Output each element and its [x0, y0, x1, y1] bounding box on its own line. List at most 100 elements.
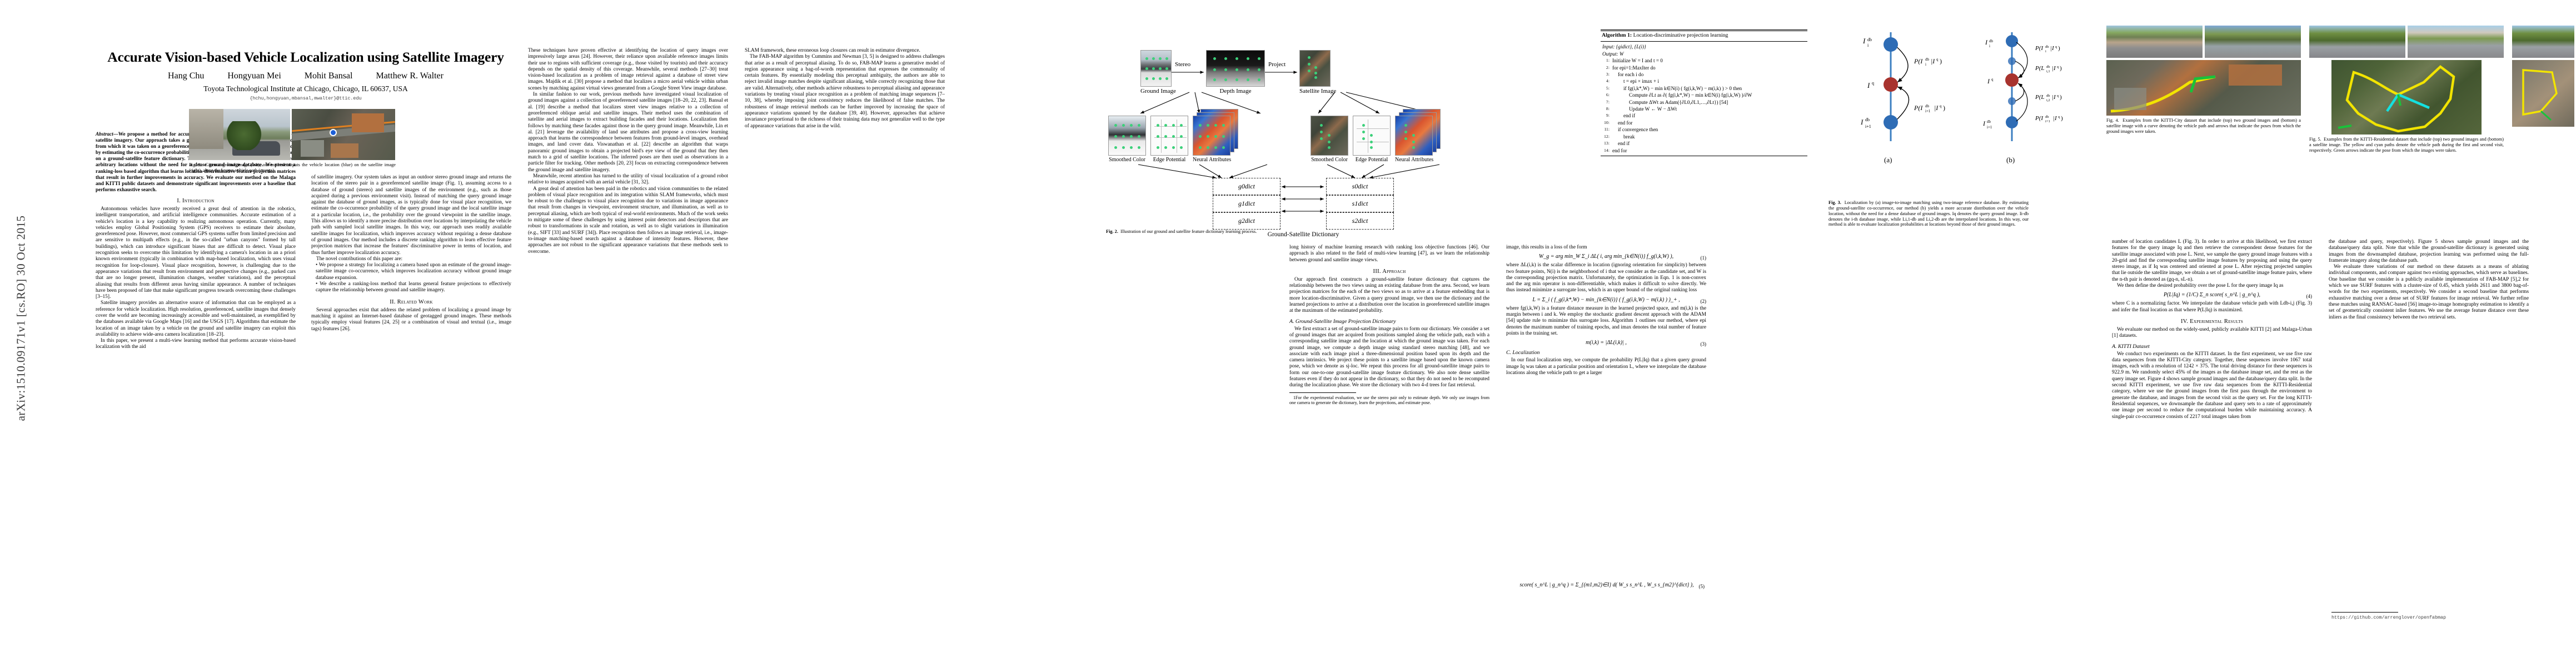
column-8: the database and query, respectively). F… — [2329, 239, 2529, 321]
subsection-heading-localization: C. Localization — [1506, 350, 1540, 356]
svg-text:|I: |I — [2052, 94, 2056, 101]
footnote-1: 1For the experimental evaluation, we use… — [1289, 395, 1489, 406]
para: The novel contributions of this paper ar… — [316, 256, 403, 262]
algo-line: 8: Update W ← W − ΔWt — [1606, 106, 1677, 112]
footnote-rule — [1289, 392, 1356, 393]
svg-text:q: q — [1936, 57, 1939, 62]
feature-dots — [1311, 116, 1348, 155]
figure-1-caption: Fig. 1. Given a ground image (left), our… — [189, 162, 396, 173]
feature-dots — [1300, 51, 1330, 86]
para: In this paper, we present a multi-view l… — [96, 338, 296, 350]
figure-2-label: Fig. 2. — [1106, 229, 1118, 235]
section-heading-related: II. Related Work — [390, 298, 433, 305]
equation-4: P(L|Iq) = (1/C) Σ_n score( s_n^L | g_n^q… — [2163, 292, 2312, 300]
fig2-dict-caption: Ground-Satellite Dictionary — [1267, 231, 1339, 238]
fig2-ground-features: Smoothed Color Edge Potenti — [1108, 109, 1238, 163]
figure-3: I db i I q I db i+1 P(I db i |I q ) P(I … — [1828, 27, 2090, 193]
para: image, this results in a loss of the for… — [1506, 245, 1587, 250]
svg-text:P(I: P(I — [2035, 45, 2044, 52]
ground-image-photo — [189, 109, 290, 160]
depth-image-thumb — [1206, 50, 1265, 87]
kitti-res-ground-2 — [2408, 26, 2504, 58]
para: Meanwhile, recent attention has turned t… — [528, 173, 728, 186]
algo-line: 13: end if — [1604, 141, 1630, 147]
abstract-lead: Abstract— — [96, 131, 118, 137]
svg-text:q: q — [2058, 115, 2060, 119]
car-shape — [232, 141, 280, 156]
svg-text:db: db — [1989, 39, 1994, 43]
feature-dots — [1151, 116, 1188, 155]
figure-5-ground-images — [2309, 26, 2504, 58]
fig2-dict-right: s0dict s1dict s2dict — [1326, 178, 1394, 230]
para: We first extract a set of ground-satelli… — [1289, 326, 1489, 389]
svg-text:): ) — [1940, 57, 1942, 65]
vehicle-location-marker — [331, 130, 336, 135]
feature-dots — [1207, 51, 1264, 86]
column-6: image, this results in a loss of the for… — [1506, 245, 1706, 376]
smoothed-color-ground-thumb — [1108, 116, 1146, 156]
fig2-arrow-label-stereo: Stereo — [1175, 61, 1191, 68]
fig2-label-neural-attr-sat: Neural Attributes — [1395, 157, 1434, 163]
svg-text:I: I — [1867, 81, 1870, 89]
svg-text:I: I — [1862, 37, 1866, 45]
subsection-heading-gsdict: A. Ground-Satellite Image Projection Dic… — [1289, 318, 1396, 325]
algo-line: 5: if fg(i,k*,W) − min k∈N(i) ( fg(i,k,W)… — [1606, 85, 1742, 91]
neural-attributes-sat-thumb — [1395, 116, 1433, 156]
fig2-arrow-label-project: Project — [1268, 61, 1286, 68]
algo-line: 10: end for — [1604, 120, 1633, 126]
kitti-city-path-overlay — [2110, 64, 2282, 113]
algorithm-output: Output: W — [1602, 51, 1624, 57]
footnote-2: https://github.com/arrenglover/openfabma… — [2331, 609, 2554, 620]
svg-text:|I: |I — [2053, 115, 2057, 122]
svg-text:db: db — [1925, 104, 1930, 108]
footnote-2-url[interactable]: https://github.com/arrenglover/openfabma… — [2331, 615, 2447, 620]
dict-entry-s0: s0dict — [1326, 178, 1394, 195]
svg-text:db: db — [1865, 117, 1870, 122]
equation-2: L = Σ_i ( f_g(i,k*,W) − min_{k∈N(i)} ( f… — [1532, 296, 1706, 304]
fig2-ground-node: Ground Image — [1140, 50, 1176, 94]
section-heading-intro: I. Introduction — [177, 197, 215, 204]
column-7: number of location candidates L (Fig. 3)… — [2112, 239, 2312, 420]
section-heading-results: IV. Experimental Results — [2180, 318, 2244, 325]
feature-dots — [1193, 116, 1230, 155]
edge-potential-ground-thumb — [1150, 116, 1188, 156]
svg-text:P(I: P(I — [2035, 115, 2044, 122]
para: where ΔL(i,k) is the scalar difference i… — [1506, 262, 1706, 293]
kitti-res-ground-1 — [2309, 26, 2405, 58]
dict-entry-g1: g1dict — [1213, 195, 1280, 212]
svg-text:i+1: i+1 — [1925, 109, 1931, 113]
svg-text:I: I — [1860, 118, 1864, 126]
algo-rule-top — [1601, 29, 1807, 31]
figure-1-images — [189, 109, 396, 160]
section-heading-approach: III. Approach — [1373, 268, 1406, 275]
svg-text:P(L: P(L — [2035, 94, 2045, 101]
figure-6 — [2512, 26, 2574, 127]
algo-line: 1: Initialize W = I and t = 0 — [1606, 58, 1663, 64]
svg-text:q: q — [1991, 77, 1994, 82]
para: Satellite imagery provides an alternativ… — [96, 300, 296, 337]
svg-text:i+1: i+1 — [1865, 124, 1871, 129]
building-shape — [301, 140, 324, 157]
algo-line: 4: t = epi × imax + i — [1606, 78, 1660, 84]
subsection-heading-kitti: A. KITTI Dataset — [2112, 343, 2150, 350]
algo-line: 14: end for — [1604, 147, 1627, 153]
para: We then define the desired probability o… — [2117, 283, 2284, 289]
svg-text:): ) — [2058, 45, 2060, 52]
dict-entry-s2: s2dict — [1326, 212, 1394, 230]
fig2-label-edge-potential-ground: Edge Potential — [1153, 157, 1186, 163]
figure-4-ground-images — [2106, 26, 2301, 58]
svg-text:q: q — [2057, 65, 2059, 69]
feature-dots — [1353, 116, 1390, 155]
svg-text:|I: |I — [1931, 57, 1935, 65]
author-list: Hang Chu Hongyuan Mei Mohit Bansal Matth… — [67, 71, 545, 81]
figure-5-caption: Fig. 5. Examples from the KITTI-Resident… — [2309, 137, 2504, 153]
svg-text:P(L: P(L — [2035, 65, 2045, 72]
fig2-label-satellite: Satellite Image — [1299, 88, 1337, 94]
para: These techniques have proven effective a… — [528, 48, 728, 91]
svg-text:P(I: P(I — [1914, 104, 1923, 112]
svg-text:db: db — [1987, 120, 1991, 124]
svg-text:I: I — [1985, 38, 1988, 46]
svg-text:q: q — [1872, 81, 1874, 86]
svg-text:I: I — [1987, 77, 1990, 85]
fig2-label-edge-potential-sat: Edge Potential — [1355, 157, 1388, 163]
